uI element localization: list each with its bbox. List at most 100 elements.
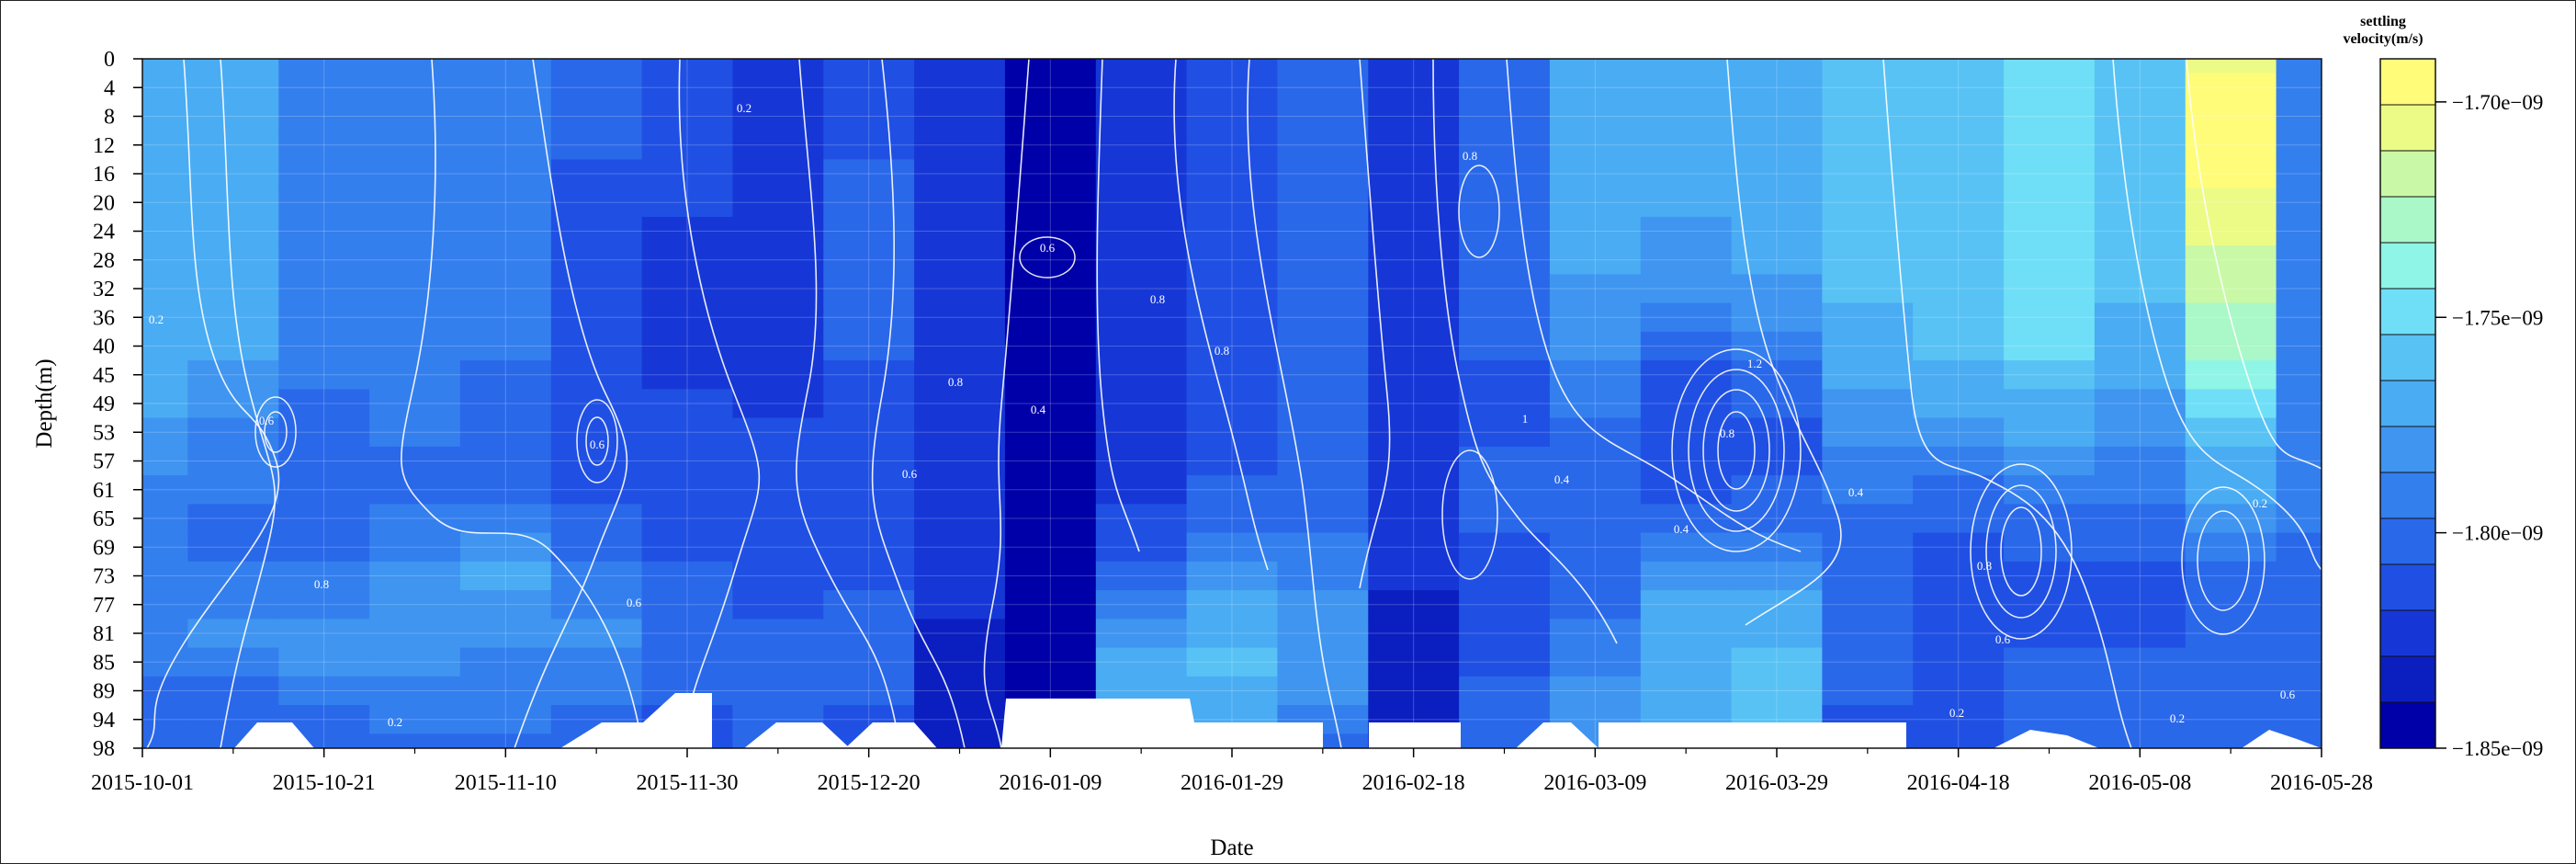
contour-loop	[254, 396, 297, 468]
heat-cell	[2276, 159, 2322, 189]
heat-cell	[641, 532, 733, 563]
contour-loop	[1019, 236, 1076, 279]
heat-cell	[459, 647, 552, 677]
missing-data-region	[845, 722, 937, 748]
heat-cell	[1731, 73, 1823, 103]
heat-cell	[732, 389, 824, 419]
heat-cell	[823, 475, 915, 505]
heat-cell	[1186, 561, 1278, 591]
heat-cell	[550, 532, 643, 563]
missing-data-region	[744, 722, 850, 748]
heat-cell	[641, 504, 733, 534]
heat-cell	[1277, 131, 1369, 160]
heat-cell	[2004, 705, 2096, 734]
heat-cell	[278, 647, 370, 677]
heat-cell	[1368, 216, 1460, 246]
heat-cell	[142, 274, 188, 304]
y-tick-label: 40	[93, 335, 115, 359]
heat-cell	[1913, 216, 2005, 246]
colorbar-swatch	[2379, 196, 2436, 244]
heat-cell	[187, 561, 279, 591]
heat-cell	[914, 619, 1006, 649]
heat-cell	[1731, 331, 1823, 361]
heat-cell	[914, 59, 1006, 74]
heat-cell	[187, 360, 279, 390]
heat-cell	[914, 131, 1006, 160]
heat-cell	[1913, 619, 2005, 649]
heat-cell	[1459, 676, 1551, 706]
heat-cell	[732, 331, 824, 361]
heat-cell	[1731, 159, 1823, 189]
heat-cell	[1913, 188, 2005, 218]
y-tick-label: 8	[104, 106, 115, 130]
heat-cell	[550, 131, 643, 160]
contour-loop	[264, 411, 288, 453]
heat-cell	[823, 532, 915, 563]
heat-cell	[2276, 475, 2322, 505]
contour-loop	[1458, 165, 1500, 258]
heat-cell	[2004, 532, 2096, 563]
heat-cell	[459, 101, 552, 131]
heat-cell	[1731, 188, 1823, 218]
heat-cell	[278, 73, 370, 103]
heat-cell	[278, 504, 370, 534]
y-tick-label: 12	[93, 134, 115, 158]
heat-cell	[1459, 274, 1551, 304]
heat-cell	[1731, 216, 1823, 246]
heat-cell	[1186, 532, 1278, 563]
heat-cell	[641, 245, 733, 275]
x-tick-label: 2016-03-29	[1725, 771, 1828, 795]
heat-cell	[142, 188, 188, 218]
heat-cell	[1549, 131, 1642, 160]
heat-cell	[1822, 619, 1914, 649]
contour-loop	[1441, 449, 1498, 580]
contour-line	[678, 59, 761, 748]
heat-cell	[550, 101, 643, 131]
heat-cell	[1095, 159, 1188, 189]
heat-cell	[2276, 245, 2322, 275]
heat-cell	[732, 647, 824, 677]
heat-cell	[1368, 59, 1460, 74]
contour-label: 0.2	[1949, 706, 1964, 720]
heat-cell	[1822, 561, 1914, 591]
heat-cell	[278, 59, 370, 74]
heat-cell	[1368, 302, 1460, 333]
heat-cell	[1095, 274, 1188, 304]
heat-cell	[1459, 59, 1551, 74]
heat-cell	[550, 73, 643, 103]
heat-cell	[1368, 188, 1460, 218]
heat-cell	[823, 274, 915, 304]
contour-loop	[1717, 411, 1756, 490]
heat-cell	[369, 475, 461, 505]
heat-cell	[1731, 532, 1823, 563]
heat-cell	[187, 101, 279, 131]
heat-cell	[369, 159, 461, 189]
contour-line	[796, 59, 901, 748]
x-axis-title: Date	[1210, 836, 1253, 860]
heat-cell	[1186, 274, 1278, 304]
heat-cell	[732, 188, 824, 218]
y-tick-label: 32	[93, 278, 115, 301]
heat-cell	[1277, 446, 1369, 476]
contour-label: 0.2	[2170, 711, 2185, 725]
heat-cell	[1095, 245, 1188, 275]
x-tick-label: 2016-02-18	[1362, 771, 1465, 795]
heat-cell	[1459, 389, 1551, 419]
heat-cell	[2276, 647, 2322, 677]
heat-cell	[1277, 274, 1369, 304]
heat-cell	[459, 331, 552, 361]
heat-cell	[1186, 331, 1278, 361]
contour-label: 0.6	[1995, 632, 2011, 646]
contour-label: 1	[1522, 412, 1529, 426]
heat-cell	[1549, 159, 1642, 189]
heat-cell	[1368, 504, 1460, 534]
heat-cell	[1004, 216, 1097, 246]
heat-cell	[2004, 59, 2096, 74]
heat-cell	[2094, 101, 2186, 131]
contour-line	[983, 59, 1030, 748]
heat-cell	[1731, 389, 1823, 419]
heat-cell	[1095, 504, 1188, 534]
heat-cell	[2276, 101, 2322, 131]
heat-cell	[1640, 274, 1733, 304]
